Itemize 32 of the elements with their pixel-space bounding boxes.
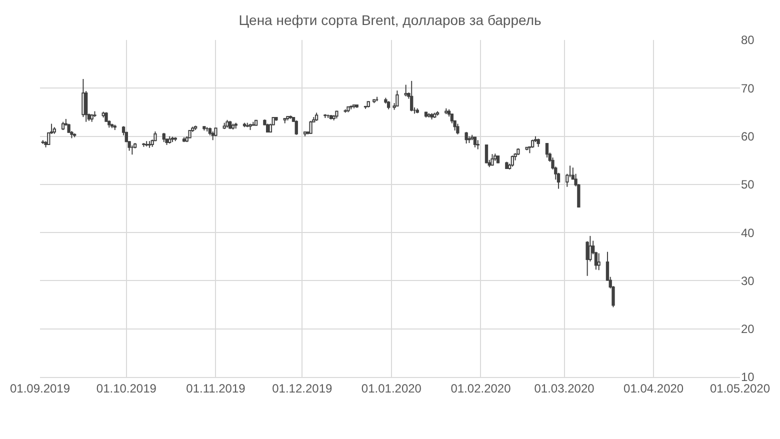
- chart-title: Цена нефти сорта Brent, долларов за баррель: [238, 12, 542, 28]
- candlestick: [410, 80, 414, 112]
- candlestick: [84, 90, 88, 122]
- x-tick-label: 01.04.2020: [624, 381, 684, 396]
- candlestick: [294, 120, 298, 136]
- y-tick-label: 40: [741, 226, 755, 240]
- candlestick: [510, 155, 514, 168]
- candlestick: [162, 132, 166, 143]
- x-tick-label: 01.11.2019: [186, 381, 246, 396]
- candlestick: [597, 252, 600, 271]
- y-tick-label: 50: [741, 178, 755, 192]
- candlestick: [484, 144, 488, 164]
- y-tick-label: 70: [741, 81, 755, 96]
- candlestick: [456, 123, 460, 135]
- x-tick-label: 01.10.2019: [96, 381, 157, 396]
- y-tick-label: 30: [741, 274, 755, 288]
- candlestick: [450, 113, 454, 124]
- x-tick-label: 01.01.2020: [361, 381, 422, 396]
- candlestick: [309, 120, 312, 134]
- candlestick: [396, 90, 399, 107]
- candlestick: [464, 131, 468, 144]
- candlestick: [545, 143, 549, 158]
- y-tick-label: 60: [741, 129, 755, 144]
- x-tick-label: 01.09.2019: [10, 381, 70, 396]
- y-tick-label: 20: [741, 322, 755, 336]
- x-tick-label: 01.12.2019: [272, 381, 332, 396]
- candlestick: [82, 78, 85, 118]
- x-tick-label: 01.03.2020: [534, 381, 595, 396]
- candlestick: [476, 140, 480, 150]
- candlestick: [404, 84, 408, 97]
- x-tick-label: 01.02.2020: [450, 381, 512, 396]
- y-tick-label: 80: [741, 33, 755, 48]
